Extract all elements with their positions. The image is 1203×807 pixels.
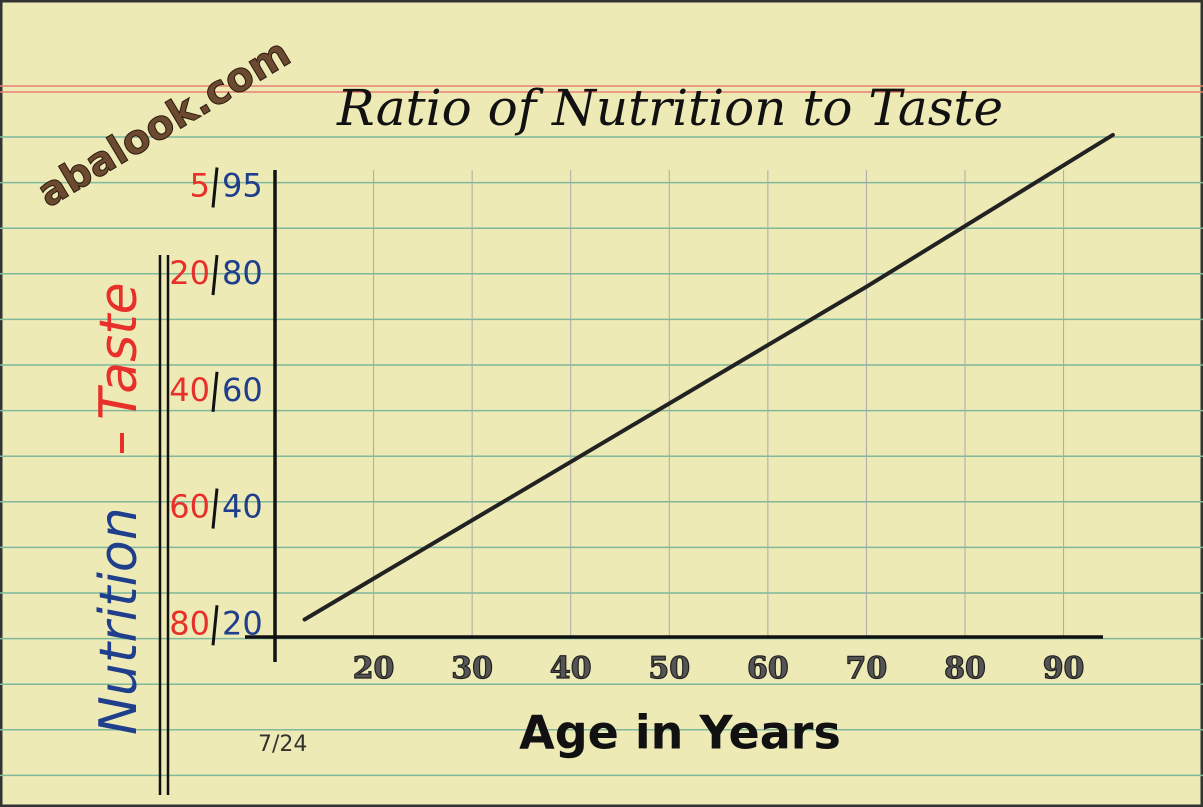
y-tick-mark — [211, 254, 219, 296]
y-tick-mark — [211, 371, 219, 412]
y2-tick-label: 20 — [169, 254, 210, 292]
chart-title: Ratio of Nutrition to Taste — [336, 79, 1003, 137]
y2-tick-label: 5 — [190, 167, 210, 205]
ruled-lines — [0, 136, 1203, 777]
x-tick-label: 30 — [451, 651, 493, 686]
x-tick-label: 20 — [353, 651, 395, 686]
y2-tick-label: 80 — [169, 604, 210, 642]
y2-tick-label: 60 — [169, 488, 210, 526]
y-tick-mark — [211, 167, 219, 208]
y-tick-label: 95 — [222, 167, 263, 205]
y-tick-mark — [211, 488, 219, 529]
y-tick-label: 80 — [222, 254, 263, 292]
y-tick-mark — [211, 605, 219, 646]
y-axis-label: Nutrition — [89, 507, 149, 735]
y-tick-label: 20 — [222, 604, 263, 642]
y-tick-label: 60 — [222, 371, 263, 409]
x-tick-label: 50 — [648, 651, 690, 686]
y-tick-label: 40 — [222, 488, 263, 526]
signature-date: 7/24 — [258, 732, 307, 757]
y2-axis-label: Taste — [89, 282, 149, 420]
x-tick-label: 40 — [550, 651, 592, 686]
data-line — [302, 132, 1115, 622]
y-axis-label-group: Nutrition Taste — [89, 282, 149, 735]
x-axis-label: Age in Years — [519, 706, 841, 760]
y2-tick-label: 40 — [169, 371, 210, 409]
x-tick-label: 70 — [846, 651, 888, 686]
x-tick-label: 80 — [944, 651, 986, 686]
x-tick-label: 60 — [747, 651, 789, 686]
x-tick-label: 90 — [1043, 651, 1085, 686]
